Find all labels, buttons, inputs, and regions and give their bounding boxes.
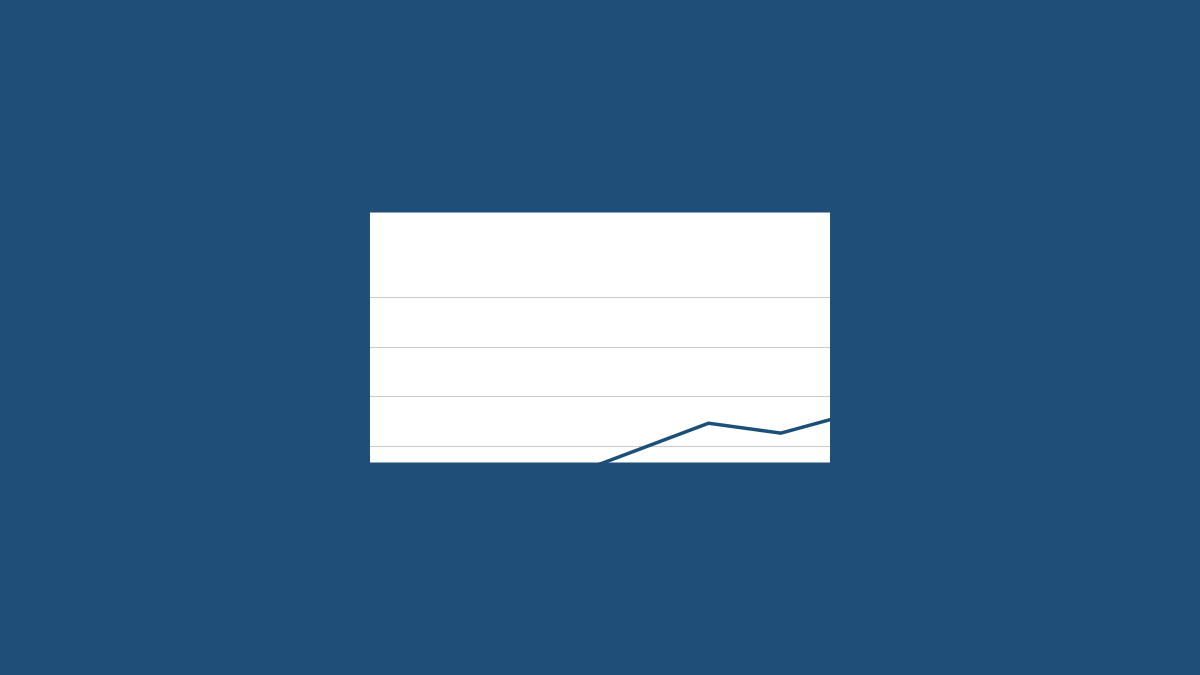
Text: IME: IME [1032,564,1116,597]
Text: 13.8: 13.8 [1084,252,1129,272]
Text: Capital: Capital [1048,620,1100,634]
Text: Source: ICICI Securities: Source: ICICI Securities [108,108,317,126]
Text: Govt Capex (INR Trn): Govt Capex (INR Trn) [108,27,534,61]
